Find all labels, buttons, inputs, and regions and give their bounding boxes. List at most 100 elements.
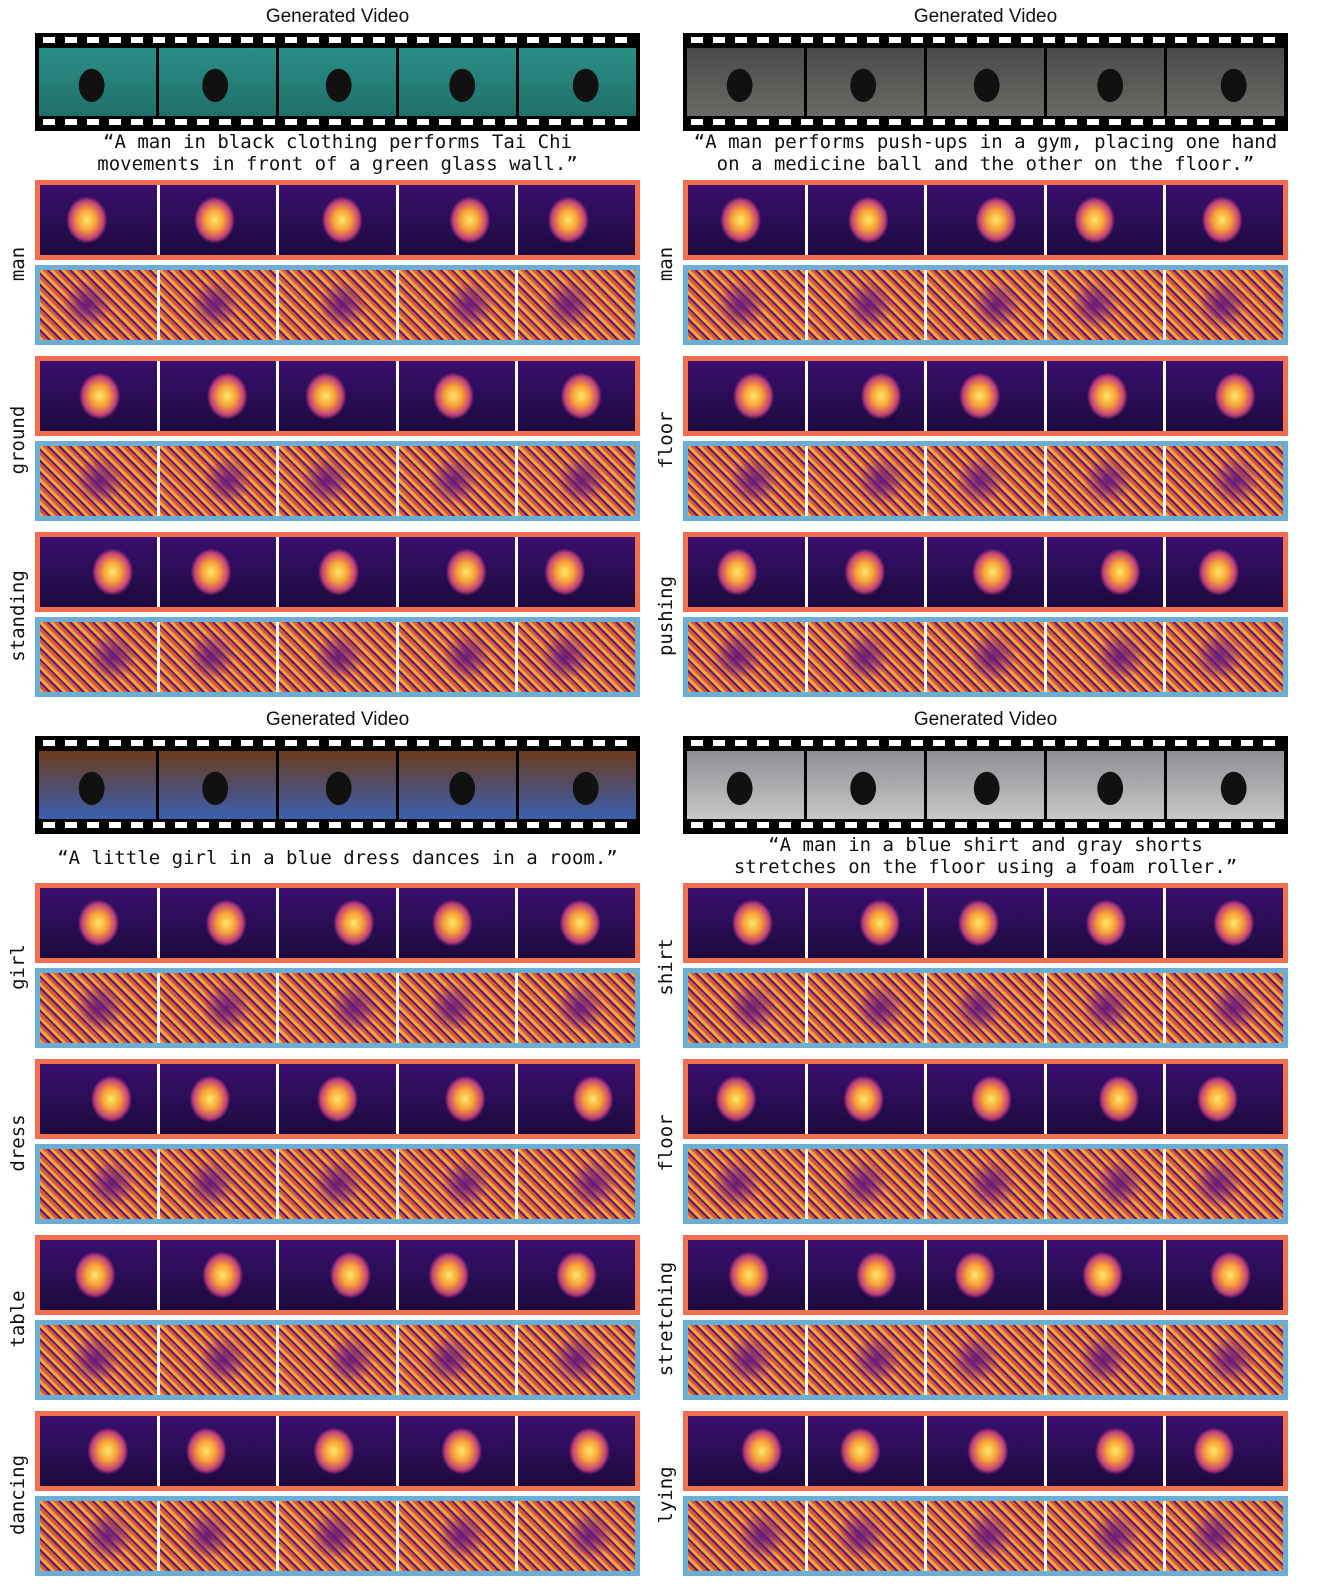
caption-line: on a medicine ball and the other on the … <box>663 153 1308 175</box>
heatmap-strip-orange <box>683 883 1288 963</box>
heatmap-frame <box>399 973 516 1043</box>
heatmap-frame <box>1047 270 1164 340</box>
filmstrip <box>35 33 640 131</box>
heatmap-frame <box>688 1149 805 1219</box>
heatmap-frame <box>808 270 925 340</box>
heatmap-frame <box>518 1416 635 1486</box>
heatmap-frame <box>688 1416 805 1486</box>
heatmap-frame <box>160 1064 277 1134</box>
video-frame <box>1047 751 1164 819</box>
heatmap-frame <box>518 185 635 255</box>
heatmap-strip-blue <box>35 265 640 345</box>
heatmap-frame <box>399 622 516 692</box>
caption-line: “A man in a blue shirt and gray shorts <box>663 834 1308 856</box>
heatmap-frame <box>1166 1149 1283 1219</box>
video-frame <box>1167 48 1284 116</box>
heatmap-strip-orange <box>683 1235 1288 1315</box>
video-frame <box>1047 48 1164 116</box>
heatmap-frame <box>808 1501 925 1571</box>
heatmap-strip-orange <box>683 1059 1288 1139</box>
word-label: man <box>655 247 677 281</box>
caption-line: stretches on the floor using a foam roll… <box>663 856 1308 878</box>
heatmap-frame <box>1047 1240 1164 1310</box>
heatmap-frame <box>160 1416 277 1486</box>
heatmap-frame <box>1166 537 1283 607</box>
heatmap-strip-orange <box>35 883 640 963</box>
heatmap-strip-blue <box>683 441 1288 521</box>
heatmap-frame <box>279 1240 396 1310</box>
heatmap-frame <box>688 1064 805 1134</box>
video-frame <box>807 751 924 819</box>
heatmap-frame <box>399 446 516 516</box>
caption-line: movements in front of a green glass wall… <box>15 153 660 175</box>
video-frame <box>39 751 156 819</box>
heatmap-frame <box>808 888 925 958</box>
heatmap-frame <box>40 1064 157 1134</box>
heatmap-frame <box>808 1149 925 1219</box>
heatmap-frame <box>40 622 157 692</box>
heatmap-frame <box>518 1325 635 1395</box>
heatmap-strip-orange <box>35 532 640 612</box>
heatmap-frame <box>279 622 396 692</box>
video-frame <box>159 751 276 819</box>
heatmap-frame <box>927 185 1044 255</box>
heatmap-frame <box>518 361 635 431</box>
heatmap-strip-blue <box>35 1144 640 1224</box>
heatmap-frame <box>518 1149 635 1219</box>
heatmap-frame <box>40 446 157 516</box>
heatmap-frame <box>399 1325 516 1395</box>
heatmap-frame <box>279 270 396 340</box>
heatmap-frame <box>688 1325 805 1395</box>
heatmap-frame <box>688 1240 805 1310</box>
heatmap-frame <box>927 361 1044 431</box>
heatmap-frame <box>1166 1416 1283 1486</box>
heatmap-frame <box>808 973 925 1043</box>
heatmap-frame <box>688 973 805 1043</box>
heatmap-frame <box>40 1240 157 1310</box>
heatmap-frame <box>40 1416 157 1486</box>
video-frame <box>519 751 636 819</box>
heatmap-frame <box>160 888 277 958</box>
video-frame <box>927 751 1044 819</box>
panel-title: Generated Video <box>683 709 1288 731</box>
heatmap-frame <box>279 185 396 255</box>
heatmap-frame <box>399 537 516 607</box>
word-label: floor <box>655 411 677 468</box>
heatmap-frame <box>40 1501 157 1571</box>
sprocket <box>691 37 1280 43</box>
caption-line: “A man in black clothing performs Tai Ch… <box>15 131 660 153</box>
heatmap-strip-blue <box>683 1144 1288 1224</box>
heatmap-frame <box>927 446 1044 516</box>
heatmap-frame <box>1047 888 1164 958</box>
video-frame <box>159 48 276 116</box>
caption-line: “A man performs push-ups in a gym, placi… <box>663 131 1308 153</box>
heatmap-strip-orange <box>35 1059 640 1139</box>
heatmap-frame <box>688 622 805 692</box>
heatmap-frame <box>40 888 157 958</box>
heatmap-frame <box>399 1064 516 1134</box>
heatmap-frame <box>1166 270 1283 340</box>
heatmap-frame <box>1047 1501 1164 1571</box>
word-label: table <box>7 1290 29 1347</box>
video-frame <box>279 751 396 819</box>
heatmap-frame <box>1166 1325 1283 1395</box>
heatmap-frame <box>688 446 805 516</box>
video-frame <box>1167 751 1284 819</box>
heatmap-strip-blue <box>683 617 1288 697</box>
heatmap-strip-blue <box>683 1320 1288 1400</box>
video-frame <box>687 751 804 819</box>
heatmap-frame <box>1047 1416 1164 1486</box>
caption-line: “A little girl in a blue dress dances in… <box>15 847 660 869</box>
sprocket <box>691 740 1280 746</box>
sprocket <box>43 37 632 43</box>
heatmap-frame <box>40 185 157 255</box>
heatmap-frame <box>808 361 925 431</box>
heatmap-strip-orange <box>683 180 1288 260</box>
heatmap-frame <box>399 270 516 340</box>
heatmap-strip-blue <box>683 1496 1288 1576</box>
heatmap-frame <box>808 1416 925 1486</box>
panel-title: Generated Video <box>35 709 640 731</box>
heatmap-frame <box>40 1149 157 1219</box>
heatmap-frame <box>927 1064 1044 1134</box>
panel-title: Generated Video <box>35 6 640 28</box>
